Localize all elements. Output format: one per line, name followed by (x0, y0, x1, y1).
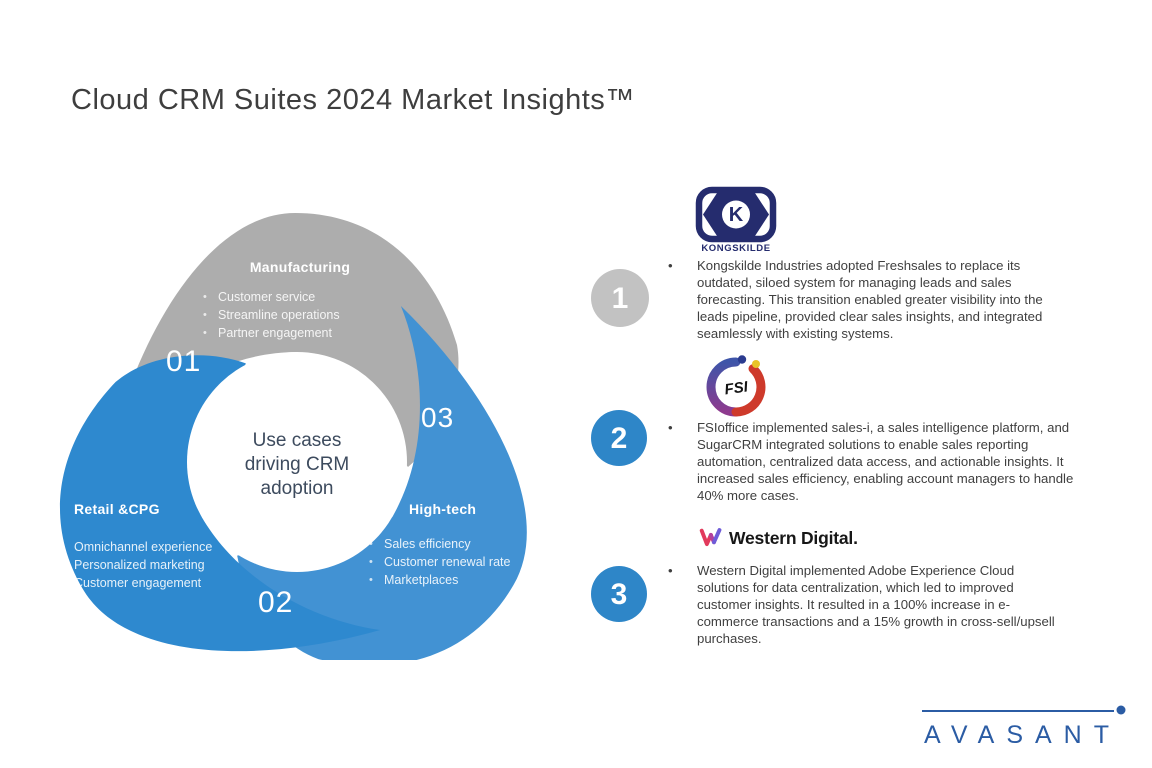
center-label-line: adoption (260, 478, 334, 499)
step-badge-3: 3 (591, 566, 647, 622)
bullet-item: Partner engagement (203, 324, 373, 342)
segment-name-high-tech: High-tech (409, 501, 477, 517)
segment-bullets-manufacturing: Customer service Streamline operations P… (203, 288, 373, 342)
diagram-center-label: Use cases driving CRM adoption (212, 429, 382, 501)
bullet-item: Customer service (203, 288, 373, 306)
center-label-line: Use cases (252, 430, 342, 451)
segment-name-retail-cpg: Retail &CPG (74, 501, 160, 517)
crm-cycle-diagram (45, 213, 555, 660)
bullet-item: Streamline operations (203, 306, 373, 324)
segment-name-manufacturing: Manufacturing (249, 259, 351, 275)
segment-bullets-high-tech: Sales efficiency Customer renewal rate M… (369, 535, 554, 589)
western-digital-wordmark: Western Digital. (729, 527, 858, 548)
kongskilde-logo: K KONGSKILDE (695, 186, 777, 254)
step-number: 3 (611, 578, 628, 611)
avasant-logo: AVASANT (918, 700, 1130, 750)
bullet-item: Marketplaces (369, 571, 554, 589)
page-title: Cloud CRM Suites 2024 Market Insights™ (71, 84, 635, 116)
bullet-item: Personalized marketing (59, 556, 249, 574)
center-label-line: driving CRM (244, 454, 350, 475)
fsi-yellow-dot (752, 360, 760, 368)
center-circle (187, 352, 407, 572)
step-badge-1: 1 (591, 269, 649, 327)
bullet-item: Sales efficiency (369, 535, 554, 553)
kongskilde-logo-letter: K (729, 204, 744, 226)
segment-number-02: 02 (258, 586, 294, 619)
western-digital-logo: Western Digital. (699, 527, 858, 549)
bullet-item: Customer engagement (59, 574, 249, 592)
avasant-logo-line (922, 705, 1126, 715)
case-study-text-western-digital: Western Digital implemented Adobe Experi… (666, 562, 1066, 647)
kongskilde-logo-caption: KONGSKILDE (701, 243, 770, 254)
western-digital-w-icon (699, 528, 722, 547)
step-badge-2: 2 (591, 410, 647, 466)
segment-number-03: 03 (421, 402, 455, 433)
case-study-text-fsioffice: FSIoffice implemented sales-i, a sales i… (666, 419, 1096, 504)
segment-number-01: 01 (166, 345, 202, 378)
fsi-logo-text: FSI (723, 378, 749, 398)
bullet-item: Omnichannel experience (59, 538, 249, 556)
avasant-wordmark: AVASANT (924, 721, 1121, 749)
case-study-text-kongskilde: Kongskilde Industries adopted Freshsales… (666, 257, 1066, 342)
step-number: 2 (611, 422, 628, 455)
fsi-logo: FSI (706, 355, 766, 417)
bullet-item: Customer renewal rate (369, 553, 554, 571)
fsi-blue-dot (737, 355, 747, 364)
step-number: 1 (612, 282, 629, 315)
segment-bullets-retail-cpg: Omnichannel experience Personalized mark… (59, 538, 249, 592)
